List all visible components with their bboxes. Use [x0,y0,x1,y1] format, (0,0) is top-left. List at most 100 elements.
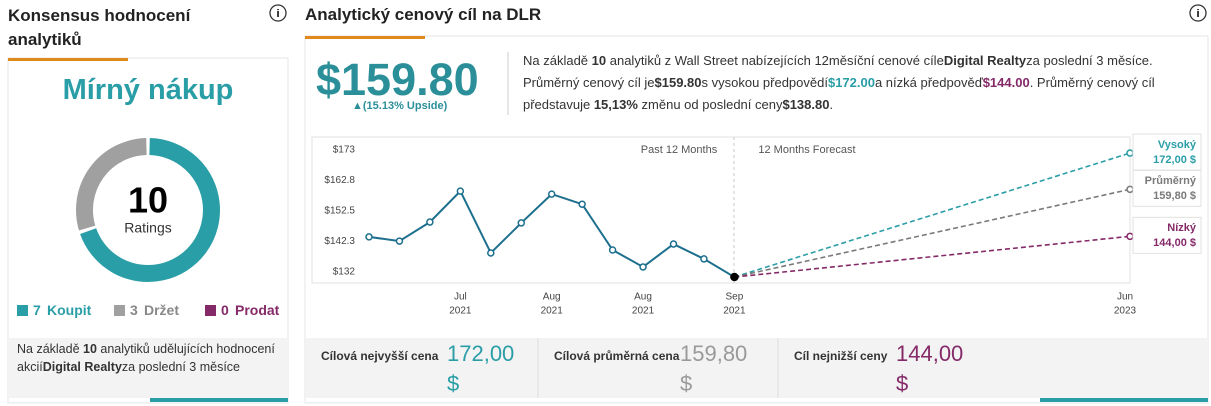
forecast-name: Nízký [1167,222,1197,234]
left-footer: Na základě 10 analytiků udělujících hodn… [17,340,277,376]
target-label: Cílová nejvyšší cena [321,349,439,363]
text-run: Na základě [523,53,592,68]
left-accent [8,58,128,61]
forecast-point [1126,232,1134,241]
price-point [608,246,617,254]
target-currency: $ [680,371,693,396]
info-icon[interactable]: i [269,4,287,22]
forecast-point [1126,149,1134,157]
text-run: 15,13% [593,97,638,112]
forecast-box [1132,216,1202,254]
price-point [365,233,373,241]
price-point [639,263,647,271]
price-point [456,187,465,195]
left-title: Konsensus hodnocení analytiků [8,6,191,49]
donut-segment [76,138,147,231]
donut-center-value: 10 [128,180,168,221]
consensus: Mírný nákup [62,74,234,106]
forecast-value: 144,00 $ [1153,237,1196,249]
x-tick-label: Sep [726,292,744,303]
text-run: změnu od poslední ceny [637,97,783,112]
price-point [487,249,495,257]
y-tick-label: $132 [333,267,356,278]
right-accent [305,36,425,39]
target-value: 144,00 [896,341,964,366]
target-label: Cíl nejnižší ceny [794,349,888,363]
forecast-box [1132,169,1202,207]
targets-bg [306,338,1207,398]
forecast-point [1126,185,1134,194]
legend-label: Koupit [47,302,92,318]
text-run: . [829,97,834,112]
legend-swatch [205,305,216,316]
price-point [426,218,434,226]
forecast-value: 159,80 $ [1153,190,1196,202]
left-footer-bg [9,338,287,398]
y-tick-label: $173 [333,145,356,156]
text-run: $144.00 [982,75,1030,90]
x-tick-label: Jul [454,292,467,303]
legend-value: 7 [33,302,41,318]
text-run: za poslední 3 měsíce [121,360,241,374]
text-run: a nízká předpověď [874,75,983,90]
target-value: 172,00 [447,341,515,366]
text-run: Digital Realty [943,53,1027,68]
forecast-box [1132,133,1202,171]
price-point [517,219,525,227]
target-currency: $ [896,371,909,396]
right-title: Analytický cenový cíl na DLR [305,5,542,24]
target-label: Cílová průměrná cena [554,349,680,363]
text-run: s vysokou předpovědí [701,75,828,90]
text-run: $138.80 [782,97,830,112]
price-point [730,272,739,282]
text-run: Na základě [17,342,84,356]
legend-value: 3 [130,302,138,318]
footer-bar [150,398,288,402]
description: Na základě 10 analytiků z Wall Street na… [523,50,1195,116]
target-currency: $ [447,371,460,396]
forecast-line [734,235,1131,278]
text-run: 10 [591,53,607,68]
y-tick-label: $142.3 [324,236,355,247]
x-tick-label: Aug [634,292,652,303]
x-tick-label: Aug [543,292,561,303]
annotation: Past 12 Months [641,144,718,156]
plot-frame [311,136,1131,284]
price: $159.80 [316,54,479,105]
svg-text:i: i [1196,8,1199,20]
forecast-name: Průměrný [1145,175,1197,187]
text-run: za poslední 3 měsíce. Průměrný cenový cí… [523,53,1153,90]
x-tick-year: 2021 [632,306,655,317]
annotation: 12 Months Forecast [758,144,855,156]
x-tick-year: 2021 [541,306,564,317]
price-point [700,255,708,263]
forecast-value: 172,00 $ [1153,154,1196,166]
price-point [669,240,678,248]
price-point [395,237,404,245]
text-run: . Průměrný cenový cíl představuje [523,75,1155,112]
legend-value: 0 [221,302,229,318]
legend-label: Držet [144,302,179,318]
text-run: 10 [83,342,97,356]
forecast-line [734,188,1131,278]
x-tick-label: Jun [1117,292,1133,303]
forecast-name: Vysoký [1158,139,1197,151]
text-run: Digital Realty [42,360,122,374]
x-tick-year: 2023 [1114,306,1137,317]
text-run: $159.80 [654,75,702,90]
price-point [547,190,556,198]
target-value: 159,80 [680,341,748,366]
text-run: analytiků udělujících hodnocení akcií [17,342,275,374]
x-tick-year: 2021 [723,306,746,317]
donut-segment [80,138,220,282]
forecast-line [734,152,1131,278]
info-icon[interactable]: i [1189,4,1207,22]
upside: ▲(15.13% Upside) [352,100,448,112]
legend-label: Prodat [235,302,280,318]
text-run: analytiků z Wall Street nabízejících 12m… [606,53,944,68]
svg-text:i: i [276,8,279,20]
x-tick-year: 2021 [449,306,472,317]
text-run: $172.00 [827,75,875,90]
